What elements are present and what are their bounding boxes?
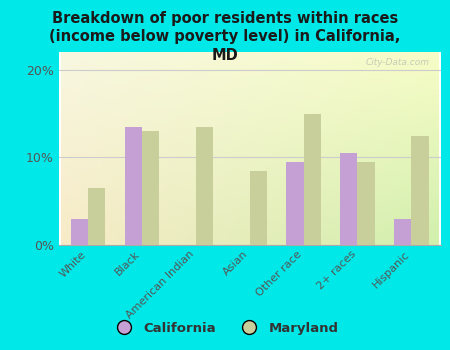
Bar [411,135,428,245]
Bar [125,127,142,245]
Bar [394,219,411,245]
Bar [340,153,357,245]
Bar [196,127,213,245]
Bar [304,114,321,245]
Bar [250,170,267,245]
Bar [88,188,105,245]
Legend: California, Maryland: California, Maryland [106,316,344,340]
Bar [142,131,159,245]
Bar [357,162,375,245]
Bar [71,219,88,245]
Text: City-Data.com: City-Data.com [365,58,429,67]
Text: Breakdown of poor residents within races
(income below poverty level) in Califor: Breakdown of poor residents within races… [50,10,400,63]
Bar [286,162,304,245]
